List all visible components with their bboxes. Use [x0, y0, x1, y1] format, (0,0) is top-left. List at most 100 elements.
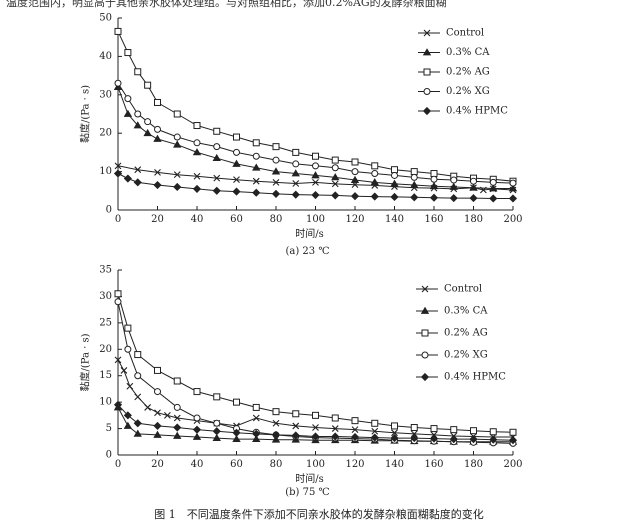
data-point: [292, 148, 300, 156]
x-tick-label: 40: [191, 459, 204, 470]
data-point: [470, 177, 477, 185]
data-point: [469, 183, 478, 191]
data-point: [134, 393, 142, 401]
data-point: [134, 110, 142, 118]
data-point: [271, 167, 281, 175]
legend-marker-diamond-icon: [420, 372, 430, 382]
x-tick-label: 200: [503, 214, 522, 225]
data-point: [212, 186, 221, 195]
data-point: [391, 171, 398, 179]
data-point: [390, 192, 399, 202]
data-point: [114, 356, 122, 364]
data-point: [252, 434, 261, 443]
data-point: [212, 433, 221, 441]
x-tick-label: 0: [115, 459, 121, 470]
data-point: [213, 393, 221, 401]
y-tick-label: 10: [99, 166, 112, 177]
data-point: [173, 140, 182, 148]
series-0-3-ca: [113, 82, 518, 192]
y-tick-label: 30: [99, 89, 112, 100]
y-tick-label: 0: [106, 450, 112, 461]
data-point: [124, 95, 132, 103]
data-point: [390, 434, 399, 443]
y-tick-label: 20: [99, 128, 112, 139]
y-tick-label: 25: [99, 317, 112, 328]
data-point: [134, 166, 142, 174]
data-point: [123, 411, 132, 420]
data-point: [350, 192, 360, 201]
data-point: [232, 159, 241, 167]
series-line: [117, 301, 514, 444]
data-point: [193, 388, 201, 396]
legend-marker-triangle-icon: [420, 306, 430, 314]
data-point: [252, 403, 260, 411]
legend-label: Control: [446, 28, 484, 39]
data-point: [233, 133, 240, 141]
data-point: [271, 435, 281, 443]
x-tick-label: 80: [270, 459, 283, 470]
data-point: [252, 152, 260, 160]
data-point: [331, 164, 339, 172]
y-tick-label: 50: [99, 13, 112, 24]
data-point: [114, 298, 122, 306]
data-point: [192, 184, 202, 193]
data-point: [331, 173, 340, 181]
series-line: [117, 404, 514, 441]
data-point: [469, 435, 478, 444]
data-point: [489, 435, 498, 444]
data-point: [113, 169, 123, 178]
data-point: [173, 110, 181, 118]
data-point: [124, 49, 132, 57]
data-point: [192, 425, 202, 434]
data-point: [144, 81, 152, 89]
data-point: [489, 178, 497, 186]
data-point: [192, 432, 202, 440]
data-point: [123, 109, 133, 117]
data-point: [311, 171, 320, 179]
data-point: [469, 194, 478, 203]
data-point: [154, 125, 161, 133]
data-point: [193, 414, 201, 422]
y-tick-label: 20: [99, 344, 112, 355]
data-point: [449, 182, 458, 190]
series-0-4-hpmc: [113, 169, 518, 203]
data-point: [331, 180, 339, 188]
data-point: [508, 184, 518, 192]
y-tick-label: 35: [99, 265, 112, 276]
y-axis-label: 黏度/(Pa · s): [79, 333, 92, 391]
legend-marker-x-icon: [421, 285, 429, 293]
data-point: [213, 127, 221, 135]
data-point: [410, 168, 418, 176]
series-line: [117, 165, 514, 191]
series-0-2-xg: [114, 79, 517, 187]
data-point: [232, 187, 241, 196]
x-tick-label: 20: [151, 459, 164, 470]
data-point: [213, 174, 221, 182]
data-point: [410, 193, 419, 202]
chart-a: 0 10 20 30 40 50 0 20 40 60 80 100 120 140 160 180 200 时间…: [79, 13, 523, 258]
data-point: [134, 372, 142, 380]
data-point: [370, 192, 379, 201]
series-line: [117, 173, 513, 199]
data-point: [213, 143, 221, 151]
data-point: [144, 404, 152, 411]
data-point: [351, 168, 359, 176]
data-point: [331, 191, 340, 200]
data-point: [233, 148, 240, 156]
data-point: [212, 427, 221, 436]
data-point: [173, 377, 181, 385]
legend-marker-triangle-icon: [422, 48, 432, 56]
data-point: [449, 194, 458, 203]
legend-label: 0.2% XG: [446, 86, 490, 97]
data-point: [489, 184, 498, 192]
data-point: [391, 422, 398, 430]
data-point: [292, 410, 300, 418]
data-point: [371, 170, 379, 178]
data-point: [173, 431, 182, 439]
data-point: [173, 423, 182, 432]
data-point: [163, 411, 171, 419]
data-point: [371, 162, 379, 170]
data-point: [173, 403, 181, 411]
data-point: [232, 434, 241, 443]
